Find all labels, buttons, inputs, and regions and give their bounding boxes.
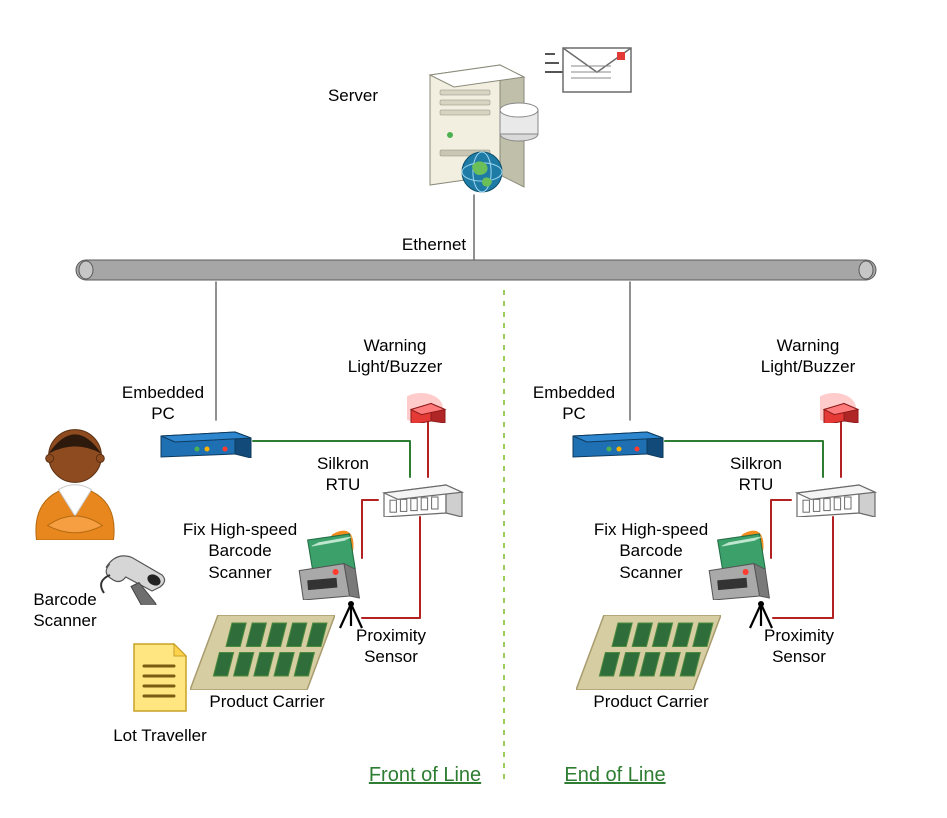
section-title-end: End of Line [540, 764, 690, 787]
edge-10 [773, 517, 833, 618]
silkron-rtu-left-icon [378, 477, 464, 517]
label-embedded-pc-l: EmbeddedPC [103, 382, 223, 425]
section-title-front-text: Front of Line [369, 764, 481, 786]
globe-icon [460, 150, 504, 194]
label-server: Server [303, 85, 403, 106]
label-silkron-r: SilkronRTU [716, 453, 796, 496]
label-barcode-scanner: BarcodeScanner [10, 589, 120, 632]
silkron-rtu-right-icon [791, 477, 877, 517]
warning-light-right-icon [820, 393, 860, 423]
label-warning-l: WarningLight/Buzzer [325, 335, 465, 378]
section-title-front: Front of Line [350, 764, 500, 787]
warning-light-left-icon [407, 393, 447, 423]
label-lot-traveller: Lot Traveller [85, 725, 235, 746]
label-fix-scanner-r: Fix High-speedBarcodeScanner [571, 519, 731, 583]
diagram-stage: Server Ethernet EmbeddedPC EmbeddedPC Warnin… [0, 0, 947, 818]
section-title-end-text: End of Line [564, 764, 665, 786]
edge-9 [362, 517, 420, 618]
product-carrier-left-icon [190, 615, 335, 690]
label-product-carrier-r: Product Carrier [561, 691, 741, 712]
operator-icon [20, 420, 130, 540]
label-ethernet: Ethernet [374, 234, 494, 255]
database-icon [498, 102, 540, 142]
product-carrier-right-icon [576, 615, 721, 690]
label-fix-scanner-l: Fix High-speedBarcodeScanner [160, 519, 320, 583]
label-proximity-l: ProximitySensor [336, 625, 446, 668]
label-silkron-l: SilkronRTU [303, 453, 383, 496]
mail-icon [545, 40, 635, 100]
label-warning-r: WarningLight/Buzzer [738, 335, 878, 378]
label-embedded-pc-r: EmbeddedPC [514, 382, 634, 425]
label-product-carrier-l: Product Carrier [177, 691, 357, 712]
ethernet-bus [76, 260, 876, 280]
label-proximity-r: ProximitySensor [744, 625, 854, 668]
